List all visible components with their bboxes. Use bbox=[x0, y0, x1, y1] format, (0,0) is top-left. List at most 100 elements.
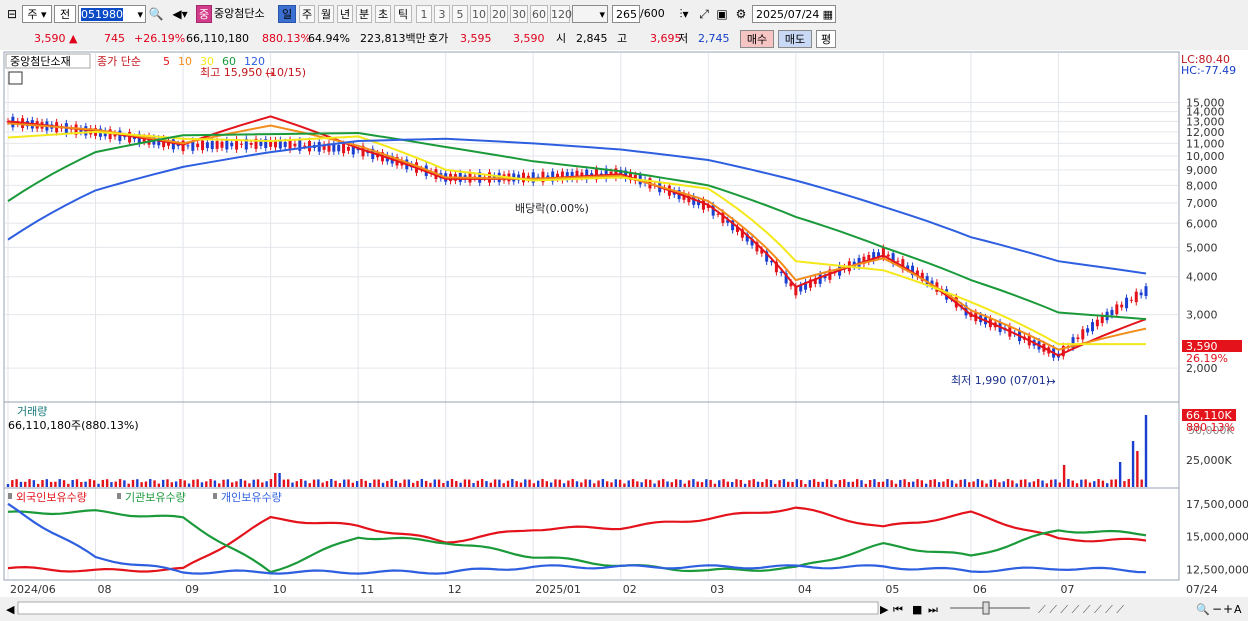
volume-bar bbox=[1062, 465, 1066, 487]
candle-body bbox=[210, 141, 214, 150]
candle-body bbox=[614, 168, 618, 178]
draw-tools-icon[interactable]: ⟋ ⟋ ⟋ ⟋ ⟋ ⟋ ⟋ ⟋ bbox=[1038, 603, 1124, 616]
first-icon[interactable]: ⏮ bbox=[893, 603, 903, 616]
candle-body bbox=[896, 260, 900, 262]
count-total: /600 bbox=[640, 7, 665, 20]
volume-bar bbox=[1071, 480, 1074, 487]
interval-4[interactable]: 20 bbox=[490, 5, 508, 23]
speaker-icon[interactable]: ◀▾ bbox=[172, 7, 188, 21]
scroll-right-icon[interactable]: ▶ bbox=[880, 603, 889, 616]
volume-bar bbox=[468, 479, 471, 487]
table-icon[interactable] bbox=[8, 71, 23, 85]
candle-body bbox=[303, 145, 307, 147]
ma-legend: 5 10 30 60 120 bbox=[163, 55, 265, 68]
gear-icon[interactable]: ⚙ bbox=[735, 7, 747, 21]
volume-bar bbox=[235, 481, 238, 487]
candle-body bbox=[794, 286, 798, 296]
candle-body bbox=[628, 172, 632, 181]
chevron-down-icon[interactable]: ▾ bbox=[137, 8, 143, 21]
font-icon[interactable]: A bbox=[1234, 603, 1242, 616]
interval-6[interactable]: 60 bbox=[530, 5, 548, 23]
candle-body bbox=[332, 144, 336, 152]
volume-bar bbox=[877, 481, 880, 487]
zoom-thumb[interactable] bbox=[982, 601, 990, 615]
candle-body bbox=[254, 138, 258, 149]
window-icon[interactable]: ⊟ bbox=[6, 7, 18, 21]
ma-legend-30: 30 bbox=[200, 55, 214, 68]
candle-icon[interactable]: ⫶▾ bbox=[679, 7, 689, 21]
code-input[interactable]: 051980 ▾ bbox=[78, 5, 146, 23]
candle-body bbox=[147, 135, 151, 145]
candle-body bbox=[872, 252, 876, 261]
period-2[interactable]: 월 bbox=[318, 5, 334, 23]
candle-body bbox=[804, 282, 808, 290]
volume-bar bbox=[394, 480, 398, 487]
empty-select[interactable]: ▾ bbox=[572, 5, 608, 23]
stock-chart[interactable]: →→ 15,00014,00013,00012,00011,00010,0009… bbox=[0, 50, 1248, 621]
scrollbar-track[interactable] bbox=[17, 601, 879, 615]
candle-body bbox=[1134, 291, 1138, 303]
period-type-select[interactable]: 주 ▾ bbox=[22, 5, 52, 23]
compare-button[interactable]: 전 bbox=[54, 5, 76, 23]
ma-legend-10: 10 bbox=[178, 55, 192, 68]
eval-button[interactable]: 평 bbox=[816, 30, 836, 48]
interval-2[interactable]: 5 bbox=[452, 5, 468, 23]
period-4[interactable]: 분 bbox=[356, 5, 372, 23]
period-6[interactable]: 틱 bbox=[394, 5, 412, 23]
save-icon[interactable]: ▣ bbox=[716, 7, 728, 21]
minus-icon[interactable]: − bbox=[1212, 602, 1222, 616]
sell-button[interactable]: 매도 bbox=[778, 30, 812, 48]
interval-3[interactable]: 10 bbox=[470, 5, 488, 23]
volume-bar bbox=[1037, 479, 1040, 487]
period-3[interactable]: 년 bbox=[337, 5, 353, 23]
interval-5[interactable]: 30 bbox=[510, 5, 528, 23]
period-1[interactable]: 주 bbox=[299, 5, 315, 23]
volume-bar bbox=[894, 483, 898, 487]
zoom-out-icon[interactable]: 🔍 bbox=[1196, 602, 1210, 616]
interval-1[interactable]: 3 bbox=[434, 5, 450, 23]
period-5[interactable]: 초 bbox=[375, 5, 391, 23]
volume-bar bbox=[1067, 479, 1070, 487]
period-0[interactable]: 일 bbox=[278, 5, 296, 23]
volume-bar bbox=[998, 482, 1001, 487]
stop-icon[interactable]: ■ bbox=[912, 603, 922, 616]
volume-bar bbox=[524, 479, 527, 487]
draw-icon[interactable]: ⤢ bbox=[699, 7, 709, 21]
volume-bar bbox=[248, 483, 251, 487]
holding-tick-2: 12,500,000 bbox=[1186, 563, 1248, 576]
buy-button[interactable]: 매수 bbox=[740, 30, 774, 48]
volume-bar bbox=[308, 483, 311, 487]
candle-body bbox=[1100, 315, 1104, 324]
volume-bar bbox=[347, 479, 350, 487]
volume-bar bbox=[1028, 482, 1031, 487]
search-icon[interactable]: 🔍 bbox=[148, 7, 164, 21]
last-icon[interactable]: ⏭ bbox=[928, 603, 938, 616]
date-input[interactable]: 2025/07/24 ▦ bbox=[752, 5, 836, 23]
price-text: 3,590 bbox=[34, 32, 66, 45]
chevron-down-icon[interactable]: ▾ bbox=[599, 8, 605, 21]
volume-bar bbox=[80, 482, 83, 487]
volume-bar bbox=[463, 479, 467, 487]
volume-bar bbox=[252, 479, 255, 487]
code-value: 051980 bbox=[81, 8, 123, 21]
volume-bar bbox=[1123, 481, 1126, 487]
interval-0[interactable]: 1 bbox=[416, 5, 432, 23]
candle-body bbox=[137, 133, 141, 144]
calendar-icon[interactable]: ▦ bbox=[822, 8, 833, 21]
volume-bar bbox=[713, 483, 717, 487]
plus-icon[interactable]: + bbox=[1223, 602, 1233, 616]
volume-bar bbox=[972, 481, 975, 487]
interval-7[interactable]: 120 bbox=[550, 5, 572, 23]
volume-bar bbox=[1140, 479, 1143, 487]
candle-body bbox=[546, 175, 550, 178]
volume-tag-bg bbox=[1182, 409, 1236, 421]
candle-body bbox=[351, 144, 355, 155]
volume-bar bbox=[127, 483, 130, 487]
volume-bar bbox=[1144, 415, 1148, 487]
count-input[interactable]: 265 bbox=[612, 5, 640, 23]
volume-bar bbox=[213, 480, 217, 487]
volume-bar bbox=[886, 479, 889, 487]
candle-body bbox=[891, 253, 895, 264]
volume-bar bbox=[631, 479, 635, 487]
scroll-left-icon[interactable]: ◀ bbox=[6, 603, 15, 616]
